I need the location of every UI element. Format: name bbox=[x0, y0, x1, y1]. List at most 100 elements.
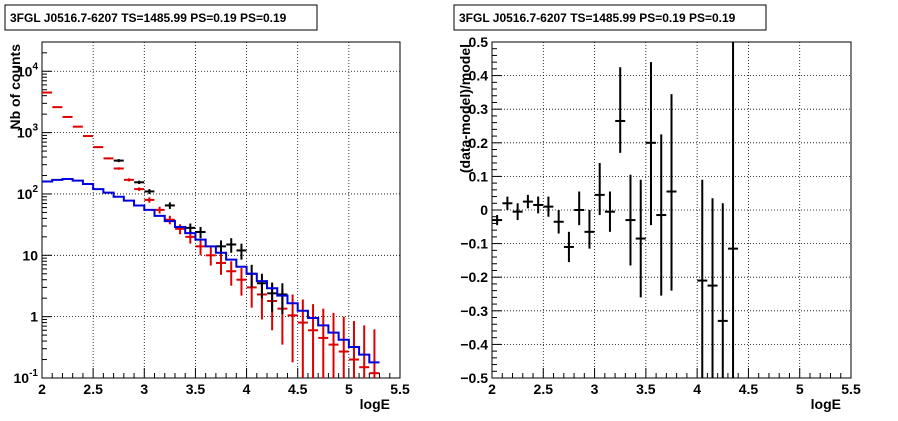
data-point bbox=[226, 238, 237, 253]
data-point bbox=[625, 174, 636, 266]
model-point bbox=[369, 329, 380, 378]
x-tick-label: 4.5 bbox=[739, 381, 759, 397]
data-point bbox=[697, 179, 708, 378]
data-point bbox=[216, 240, 226, 255]
y-tick-label: 0.3 bbox=[469, 101, 489, 117]
y-tick-label: 0.1 bbox=[469, 168, 489, 184]
x-tick-label: 2.5 bbox=[83, 381, 103, 397]
data-point bbox=[164, 202, 175, 209]
data-point bbox=[604, 191, 615, 232]
data-point bbox=[656, 134, 667, 296]
y-tick-label: 104 bbox=[17, 61, 39, 79]
data-point bbox=[492, 215, 503, 226]
y-tick-label: 0 bbox=[480, 202, 488, 218]
y-tick-base: 10 bbox=[17, 186, 33, 202]
data-point bbox=[543, 196, 554, 217]
data-point bbox=[113, 159, 124, 163]
y-tick-exponent: 3 bbox=[32, 123, 38, 134]
model-point bbox=[308, 304, 319, 378]
model-point bbox=[328, 312, 339, 378]
x-tick-label: 3.5 bbox=[186, 381, 206, 397]
model-point bbox=[62, 115, 73, 118]
chart-title: 3FGL J0516.7-6207 TS=1485.99 PS=0.19 PS=… bbox=[459, 11, 736, 25]
chart-title: 3FGL J0516.7-6207 TS=1485.99 PS=0.19 PS=… bbox=[10, 11, 287, 25]
x-tick-label: 4.5 bbox=[288, 381, 308, 397]
residuals-panel: 2 2.5 3 3.5 4 4.5 5 5.5 −0.5 −0.4 −0.3 −0.2 −0.1 0 0.1… bbox=[453, 4, 861, 412]
model-point bbox=[287, 294, 298, 363]
x-axis-label: logE bbox=[360, 396, 390, 412]
title-box: 3FGL J0516.7-6207 TS=1485.99 PS=0.19 PS=… bbox=[4, 4, 318, 31]
y-tick-label: 0.4 bbox=[469, 68, 489, 84]
title-frame bbox=[4, 4, 318, 31]
y-tick-base: 10 bbox=[22, 247, 38, 263]
data-point bbox=[645, 62, 656, 226]
data-point bbox=[666, 94, 677, 291]
model-point bbox=[164, 215, 175, 225]
y-tick-label: 1 bbox=[30, 309, 38, 325]
y-axis-label: (data-model)/model bbox=[457, 44, 473, 173]
model-point bbox=[52, 106, 63, 109]
plot-frame bbox=[41, 41, 401, 379]
y-tick-base: 10 bbox=[17, 63, 33, 79]
title-box: 3FGL J0516.7-6207 TS=1485.99 PS=0.19 PS=… bbox=[453, 4, 767, 31]
x-tick-label: 5 bbox=[345, 381, 353, 397]
data-point bbox=[512, 203, 523, 221]
data-point bbox=[522, 194, 533, 209]
model-point bbox=[123, 178, 134, 182]
model-point bbox=[144, 197, 155, 203]
y-tick-label: 10 bbox=[22, 247, 38, 263]
model-point bbox=[42, 91, 53, 94]
model-point bbox=[236, 268, 247, 296]
y-tick-label: −0.2 bbox=[460, 269, 488, 285]
x-tick-label: 2 bbox=[488, 381, 496, 397]
x-tick-label: 2 bbox=[38, 381, 46, 397]
y-tick-label: 10-1 bbox=[14, 368, 39, 386]
y-tick-label: −0.5 bbox=[460, 370, 488, 386]
data-point bbox=[717, 203, 728, 378]
y-tick-label: 103 bbox=[17, 123, 39, 141]
x-tick-label: 4 bbox=[693, 381, 701, 397]
data-point bbox=[553, 210, 564, 234]
model-point bbox=[103, 157, 114, 160]
model-point bbox=[195, 238, 206, 256]
model-point bbox=[93, 146, 104, 149]
data-point bbox=[594, 162, 605, 216]
data-point bbox=[615, 67, 626, 153]
model-point bbox=[134, 187, 145, 191]
data-point bbox=[707, 198, 718, 378]
data-point bbox=[584, 210, 595, 249]
data-point bbox=[533, 196, 544, 214]
data-point bbox=[185, 223, 196, 234]
data-point bbox=[635, 179, 646, 298]
data-point bbox=[502, 196, 513, 210]
x-tick-label: 5.5 bbox=[390, 381, 410, 397]
model-point bbox=[318, 308, 329, 378]
y-tick-label: 0.2 bbox=[469, 135, 489, 151]
data-point bbox=[134, 180, 145, 185]
x-tick-label: 3 bbox=[591, 381, 599, 397]
data-point bbox=[195, 226, 206, 239]
model-point bbox=[205, 247, 216, 266]
x-tick-label: 3 bbox=[140, 381, 148, 397]
y-tick-base: 10 bbox=[17, 125, 33, 141]
model-point bbox=[216, 254, 226, 275]
y-tick-label: −0.4 bbox=[460, 336, 488, 352]
x-tick-label: 3.5 bbox=[636, 381, 656, 397]
model-point bbox=[338, 316, 349, 378]
model-point bbox=[226, 261, 237, 286]
y-tick-base: 1 bbox=[30, 309, 38, 325]
x-tick-label: 4 bbox=[243, 381, 251, 397]
model-point bbox=[348, 320, 359, 378]
model-point bbox=[113, 167, 124, 170]
data-point bbox=[574, 191, 585, 226]
data-point bbox=[277, 283, 288, 315]
model-point bbox=[359, 325, 370, 378]
model-point bbox=[297, 299, 308, 378]
model-point bbox=[83, 135, 94, 138]
y-tick-label: −0.3 bbox=[460, 303, 488, 319]
x-tick-label: 5.5 bbox=[841, 381, 861, 397]
x-tick-label: 5 bbox=[796, 381, 804, 397]
data-point bbox=[144, 189, 155, 194]
